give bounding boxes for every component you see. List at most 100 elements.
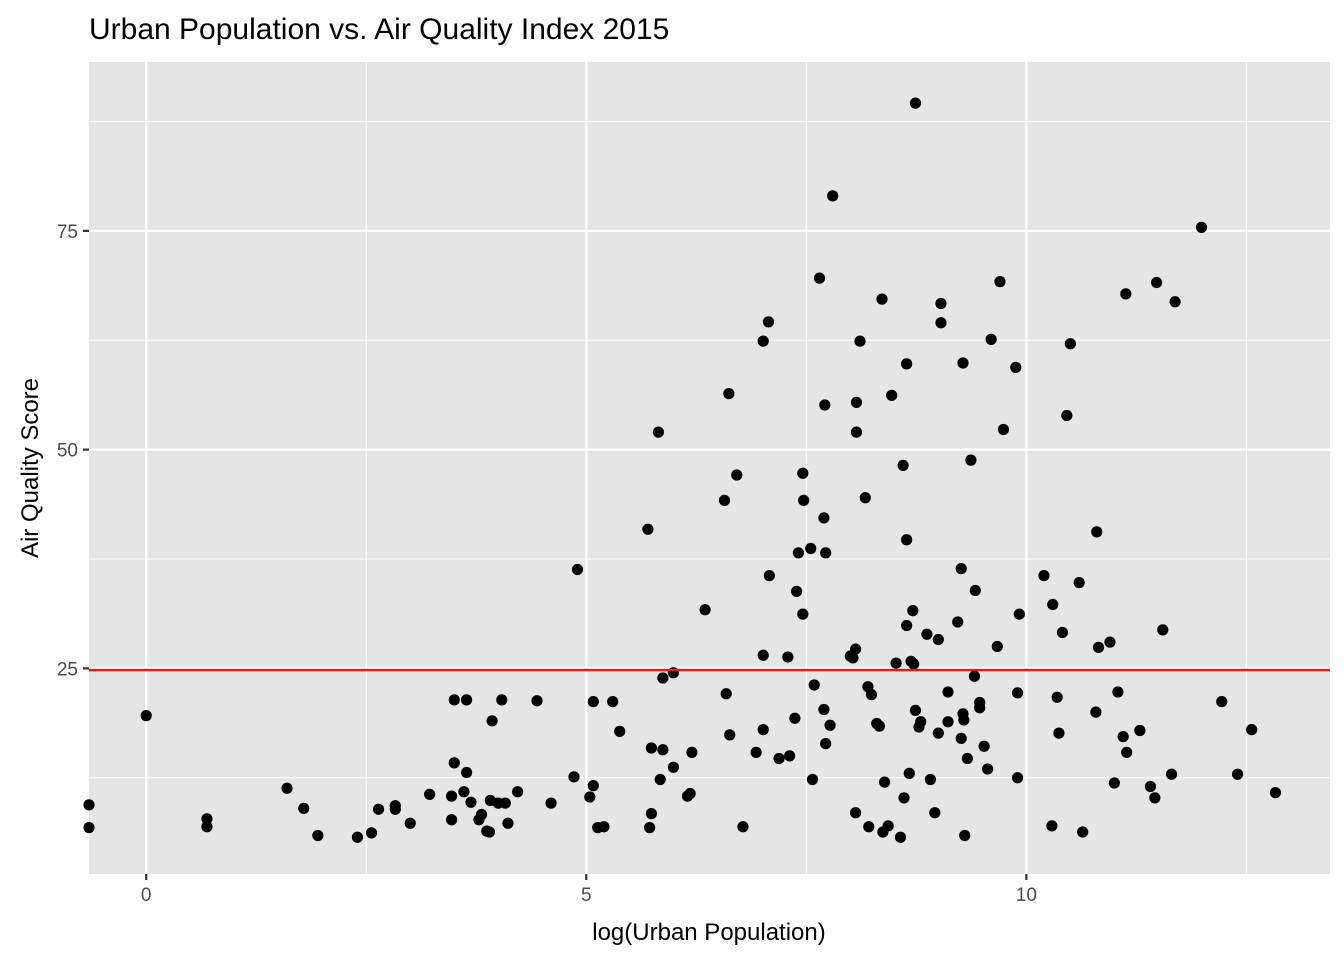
y-tick-label: 75 [57,222,78,243]
data-point [820,547,832,559]
data-point [757,335,769,347]
data-point [791,585,803,597]
data-point [782,651,794,663]
data-point [460,694,473,706]
data-point [894,831,907,843]
data-point [83,822,95,834]
data-point [1011,687,1024,699]
data-point [974,696,986,709]
data-point [994,276,1006,288]
plot-panel [89,62,1330,874]
data-point [667,761,680,773]
data-point [512,786,524,798]
data-point [806,773,819,786]
data-point [879,776,891,788]
data-point [737,821,749,833]
data-point [404,817,416,829]
data-point [723,388,735,400]
data-point [1121,746,1133,758]
data-point [757,649,769,661]
data-point [1047,598,1059,611]
chart-title: Urban Population vs. Air Quality Index 2… [89,13,669,46]
data-point [955,732,967,744]
data-point [982,763,994,775]
data-point [1104,636,1116,648]
y-tick-label: 25 [57,659,78,680]
data-point [978,740,990,752]
data-point [965,454,977,466]
data-point [201,821,213,833]
point-layer [83,97,1282,843]
data-point [446,814,458,826]
y-axis-label: Air Quality Score [17,378,44,558]
data-point [808,679,820,691]
data-point [686,746,698,758]
data-point [140,710,152,722]
data-point [850,426,863,438]
data-point [957,357,969,369]
data-point [598,821,610,833]
data-point [448,757,460,769]
data-point [863,821,875,833]
data-point [819,399,831,411]
data-point [458,786,470,798]
data-point [942,716,954,728]
data-point [1046,820,1058,832]
data-point [645,808,658,820]
data-point [763,570,775,582]
data-point [886,389,898,401]
tick-layer: 0 5 10 25 50 75 [57,222,1037,906]
data-point [876,293,888,305]
data-point [901,358,913,370]
data-point [1216,696,1228,708]
data-point [571,563,584,576]
data-point [955,563,967,575]
data-point [991,640,1003,653]
data-point [961,752,973,765]
data-point [1073,577,1085,589]
data-point [850,396,863,408]
data-point [908,658,920,670]
data-point [1120,288,1132,300]
data-point [1010,361,1022,373]
data-point [1051,691,1063,703]
data-point [873,720,885,732]
data-point [935,297,947,310]
data-point [201,813,213,825]
data-point [854,335,866,347]
data-point [1056,626,1069,639]
data-point [1157,624,1169,636]
data-point [1061,409,1073,422]
data-point [797,608,809,620]
data-point [1231,768,1244,780]
data-point [969,584,981,597]
x-tick-label: 0 [141,885,152,906]
data-point [83,799,95,811]
data-point [783,750,796,762]
data-point [389,803,401,815]
data-point [1091,526,1103,538]
data-point [657,672,669,684]
data-point [773,752,785,765]
data-point [645,742,658,754]
data-point [797,467,809,479]
data-point [718,494,731,506]
data-point [568,771,580,783]
data-point [1149,792,1161,804]
data-point [1195,221,1208,233]
data-point [654,773,666,786]
data-point [1038,570,1050,582]
data-point [1013,608,1025,620]
data-point [1269,787,1282,799]
data-point [935,317,947,329]
data-point [924,773,937,786]
data-point [699,604,711,616]
data-point [932,633,944,646]
data-point [850,643,862,655]
data-point [1053,727,1065,739]
data-point [351,831,364,843]
data-point [531,695,543,707]
data-point [667,667,680,679]
data-point [545,797,557,809]
